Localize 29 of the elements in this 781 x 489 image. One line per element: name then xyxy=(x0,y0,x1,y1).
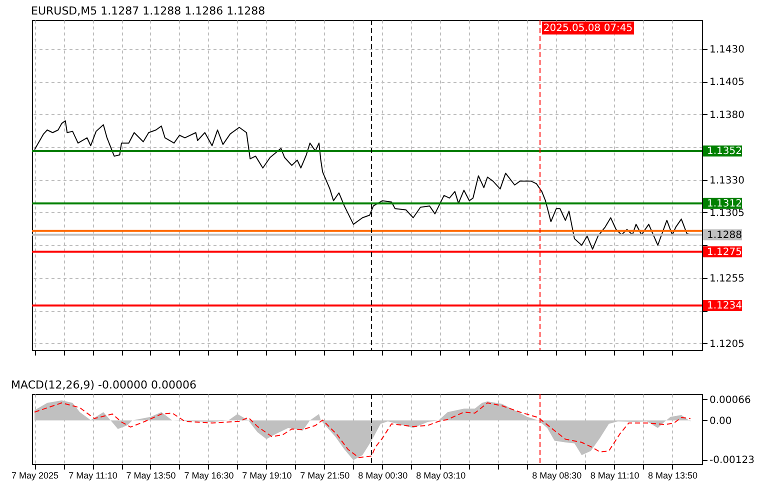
y-tick-label: 1.1205 xyxy=(710,338,744,350)
x-tick-label: 7 May 11:10 xyxy=(68,470,118,480)
x-tick-label: 7 May 13:50 xyxy=(126,470,176,480)
y-tick-label: 1.1405 xyxy=(710,77,744,88)
ref-line-label: 1.1312 xyxy=(707,198,742,210)
x-tick-label: 7 May 21:50 xyxy=(300,470,350,480)
chart-title: EURUSD,M5 1.1287 1.1288 1.1286 1.1288 xyxy=(31,4,266,18)
x-tick-label: 7 May 2025 xyxy=(12,470,59,480)
x-tick-label: 8 May 00:30 xyxy=(358,470,408,480)
y-tick-label: 1.1380 xyxy=(710,110,744,121)
x-tick-label: 7 May 19:10 xyxy=(242,470,292,480)
y-tick-label: 0.00066 xyxy=(710,394,751,406)
x-tick-label: 8 May 13:50 xyxy=(648,470,698,480)
y-tick-label: -0.00123 xyxy=(710,455,754,466)
ref-line-label: 1.1352 xyxy=(707,146,742,157)
ref-line-label: 1.1234 xyxy=(707,300,742,312)
y-tick-label: 1.1305 xyxy=(710,208,744,219)
y-tick-label: 1.1330 xyxy=(710,175,744,186)
ref-line-label: 1.1288 xyxy=(707,230,742,241)
ref-line-label: 1.1275 xyxy=(707,246,742,258)
chart-title: MACD(12,26,9) -0.00000 0.00006 xyxy=(11,378,197,392)
y-tick-label: 0.00 xyxy=(710,416,732,427)
y-tick-label: 1.1255 xyxy=(710,273,744,284)
x-tick-label: 8 May 11:10 xyxy=(590,470,640,480)
x-tick-label: 7 May 16:30 xyxy=(184,470,234,480)
x-tick-label: 8 May 08:30 xyxy=(532,470,582,480)
ref-line-label: 2025.05.08 07:45 xyxy=(543,23,633,34)
y-tick-label: 1.1430 xyxy=(710,44,744,56)
x-tick-label: 8 May 03:10 xyxy=(416,470,466,480)
